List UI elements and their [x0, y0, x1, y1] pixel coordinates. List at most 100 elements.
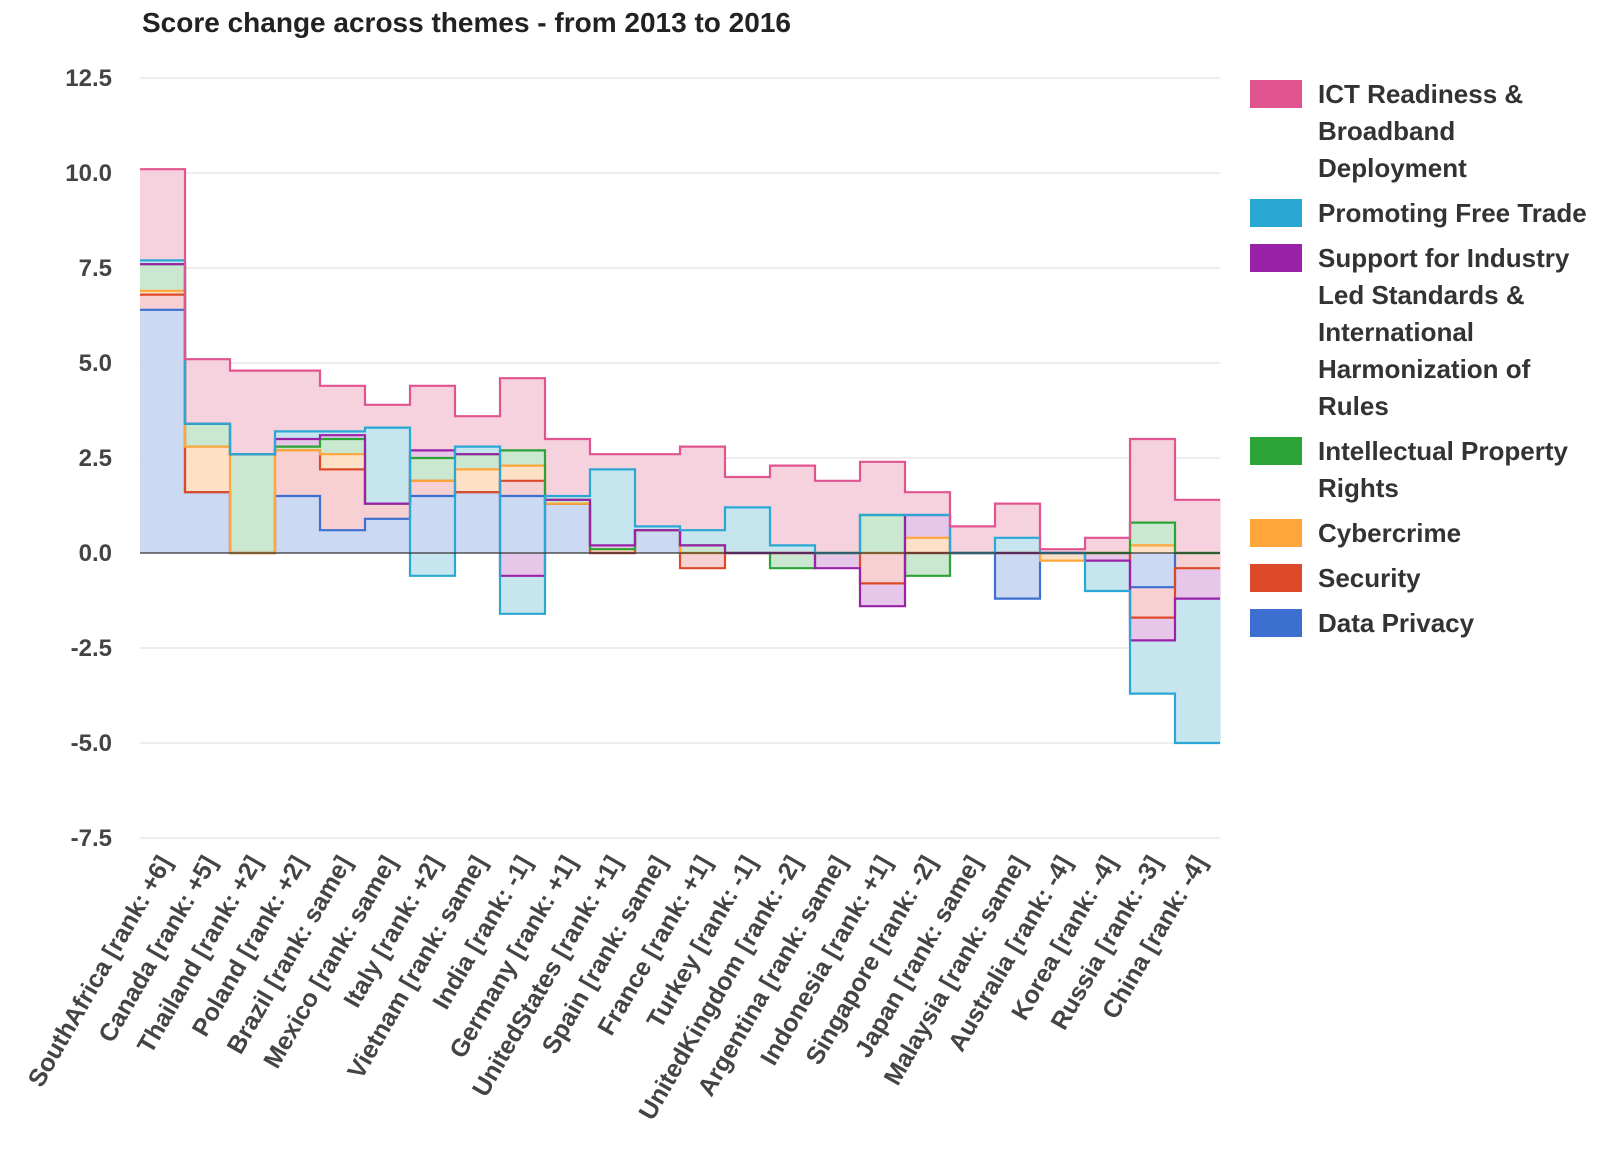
area-segment [545, 503, 591, 553]
x-axis-labels: SouthAfrica [rank: +6]Canada [rank: +5]T… [23, 851, 1213, 1125]
area-series [140, 264, 1176, 576]
area-segment [500, 480, 546, 496]
area-segment [140, 294, 186, 310]
area-segment [1130, 587, 1176, 618]
area-segment [320, 469, 366, 531]
area-segment [185, 359, 231, 424]
area-segment [905, 553, 951, 576]
area-segment [905, 515, 951, 538]
area-segment [1175, 553, 1221, 569]
area-segment [365, 404, 411, 428]
y-tick-label: 5.0 [79, 350, 112, 377]
area-segment [545, 496, 591, 500]
legend-label: Deployment [1318, 153, 1467, 183]
area-series [140, 309, 1176, 599]
area-segment [860, 461, 906, 515]
area-segment [500, 496, 546, 553]
area-segment [860, 515, 906, 553]
area-segment [500, 575, 546, 614]
legend-label: International [1318, 317, 1474, 347]
area-segment [860, 553, 906, 584]
legend-swatch [1250, 80, 1302, 108]
area-segment [410, 385, 456, 451]
area-segment [635, 454, 681, 527]
area-segment [995, 553, 1041, 599]
area-segment [140, 260, 186, 265]
area-segment [770, 553, 816, 569]
legend-label: Led Standards & [1318, 280, 1525, 310]
legend-swatch [1250, 437, 1302, 465]
legend-swatch [1250, 609, 1302, 637]
legend: ICT Readiness & Broadband Deployment Promot… [1250, 79, 1587, 638]
legend-label: Support for Industry [1318, 243, 1570, 273]
series-line [140, 168, 1220, 551]
area-segment [1085, 553, 1131, 561]
area-segment [770, 545, 816, 553]
area-segment [185, 446, 231, 493]
area-segment [140, 169, 186, 261]
legend-item: Promoting Free Trade [1250, 198, 1587, 228]
legend-label: Intellectual Property [1318, 436, 1568, 466]
area-segment [1175, 499, 1221, 553]
area-segment [275, 439, 321, 447]
legend-label: Cybercrime [1318, 518, 1461, 548]
legend-label: Harmonization of [1318, 354, 1531, 384]
area-segment [1130, 439, 1176, 523]
area-segment [950, 526, 996, 553]
y-axis-ticks: 12.5 10.0 7.5 5.0 2.5 0.0 -2.5 -5.0 -7.5 [65, 65, 112, 852]
area-segment [1130, 617, 1176, 641]
area-segment [230, 370, 276, 455]
legend-item: Cybercrime [1250, 518, 1461, 548]
area-segment [995, 503, 1041, 538]
legend-swatch [1250, 519, 1302, 547]
area-segment [320, 439, 366, 455]
area-segment [860, 583, 906, 607]
area-segment [410, 458, 456, 481]
legend-label: Broadband [1318, 116, 1455, 146]
area-segment [590, 549, 636, 553]
area-segment [635, 526, 681, 531]
area-segment [590, 454, 636, 470]
area-segment [320, 431, 366, 436]
y-tick-label: 12.5 [65, 65, 112, 92]
y-tick-label: 0.0 [79, 540, 112, 567]
legend-item: Intellectual Property Rights [1250, 436, 1568, 503]
y-tick-label: 7.5 [79, 255, 112, 282]
area-segment [140, 264, 186, 291]
chart-title: Score change across themes - from 2013 t… [142, 7, 791, 38]
area-segment [725, 477, 771, 508]
area-segment [680, 530, 726, 546]
area-segment [815, 553, 861, 569]
area-segment [1040, 549, 1086, 553]
area-segment [230, 454, 276, 553]
area-segment [365, 518, 411, 553]
area-segment [320, 385, 366, 432]
legend-label: Data Privacy [1318, 608, 1475, 638]
area-segment [185, 492, 231, 553]
area-segment [680, 545, 726, 553]
area-segment [455, 416, 501, 447]
area-segment [635, 530, 681, 553]
legend-item: Support for Industry Led Standards & Inter… [1250, 243, 1570, 421]
area-segment [500, 450, 546, 466]
legend-item: Security [1250, 563, 1421, 593]
area-segment [1175, 598, 1221, 743]
area-segment [590, 545, 636, 550]
area-segment [680, 553, 726, 569]
legend-label: Rights [1318, 473, 1399, 503]
area-segment [275, 446, 321, 451]
area-series [140, 169, 1221, 553]
legend-swatch [1250, 199, 1302, 227]
area-segment [455, 454, 501, 470]
area-segment [140, 309, 186, 553]
area-segment [410, 496, 456, 553]
area-segment [365, 503, 411, 519]
area-segment [500, 553, 546, 576]
area-segment [905, 537, 951, 553]
area-segment [455, 446, 501, 455]
y-tick-label: -7.5 [71, 825, 112, 852]
legend-label: ICT Readiness & [1318, 79, 1523, 109]
area-segment [275, 431, 321, 439]
legend-label: Promoting Free Trade [1318, 198, 1587, 228]
